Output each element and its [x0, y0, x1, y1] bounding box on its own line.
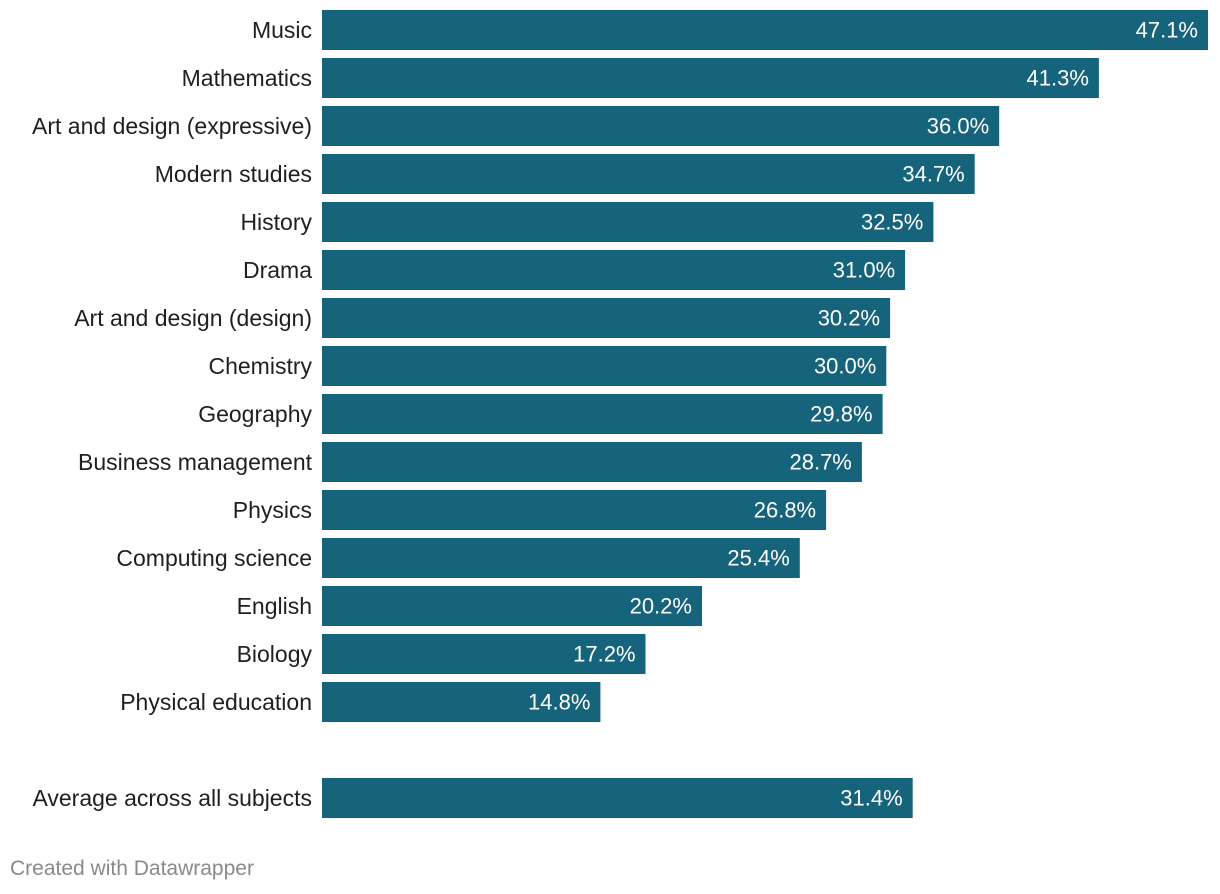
bar: [322, 10, 1208, 50]
value-label: 14.8%: [528, 690, 590, 715]
category-label: Physics: [233, 497, 312, 523]
value-label: 30.0%: [814, 354, 876, 379]
value-label: 20.2%: [630, 594, 692, 619]
category-label: Chemistry: [208, 353, 312, 379]
bar-group: Biology 17.2%: [237, 634, 646, 674]
bar: [322, 250, 906, 290]
bar: [322, 202, 934, 242]
bar-group: Average across all subjects 31.4%: [32, 778, 913, 818]
bar-group: Art and design (design) 30.2%: [74, 298, 891, 338]
category-label: History: [240, 209, 312, 235]
bar: [322, 778, 913, 818]
bar-group: Business management 28.7%: [78, 442, 862, 482]
value-label: 30.2%: [818, 306, 880, 331]
category-label: Average across all subjects: [32, 785, 312, 811]
value-label: 32.5%: [861, 210, 923, 235]
value-label: 31.4%: [840, 786, 902, 811]
bar-group: Music 47.1%: [252, 10, 1208, 50]
bar: [322, 634, 646, 674]
bar-group: Computing science 25.4%: [116, 538, 800, 578]
bar-group: Chemistry 30.0%: [208, 346, 887, 386]
bar: [322, 682, 601, 722]
category-label: Biology: [237, 641, 313, 667]
value-label: 28.7%: [789, 450, 851, 475]
category-label: Music: [252, 17, 312, 43]
value-label: 36.0%: [927, 114, 989, 139]
bar-group: Mathematics 41.3%: [182, 58, 1099, 98]
bar-group: Modern studies 34.7%: [155, 154, 975, 194]
bar-group: Drama 31.0%: [243, 250, 906, 290]
bar: [322, 538, 800, 578]
bar: [322, 58, 1099, 98]
datawrapper-credit: Created with Datawrapper: [10, 857, 254, 880]
value-label: 26.8%: [754, 498, 816, 523]
category-label: Art and design (expressive): [32, 113, 312, 139]
bar-group: Physical education 14.8%: [120, 682, 601, 722]
category-label: Geography: [198, 401, 312, 427]
value-label: 29.8%: [810, 402, 872, 427]
bar: [322, 154, 975, 194]
category-label: English: [237, 593, 312, 619]
value-label: 25.4%: [727, 546, 789, 571]
bar-group: Geography 29.8%: [198, 394, 883, 434]
value-label: 47.1%: [1136, 18, 1198, 43]
value-label: 31.0%: [833, 258, 895, 283]
category-label: Business management: [78, 449, 313, 475]
bar-group: Physics 26.8%: [233, 490, 827, 530]
bar-group: History 32.5%: [240, 202, 934, 242]
bar: [322, 490, 827, 530]
category-label: Mathematics: [182, 65, 312, 91]
bar: [322, 394, 883, 434]
bar: [322, 586, 702, 626]
category-label: Modern studies: [155, 161, 312, 187]
bar: [322, 346, 887, 386]
bar: [322, 442, 862, 482]
value-label: 41.3%: [1027, 66, 1089, 91]
category-label: Computing science: [116, 545, 312, 571]
value-label: 17.2%: [573, 642, 635, 667]
bar-group: Art and design (expressive) 36.0%: [32, 106, 1000, 146]
category-label: Drama: [243, 257, 312, 283]
category-label: Art and design (design): [74, 305, 312, 331]
bar: [322, 298, 891, 338]
category-label: Physical education: [120, 689, 312, 715]
bar-group: English 20.2%: [237, 586, 702, 626]
value-label: 34.7%: [902, 162, 964, 187]
bar: [322, 106, 1000, 146]
